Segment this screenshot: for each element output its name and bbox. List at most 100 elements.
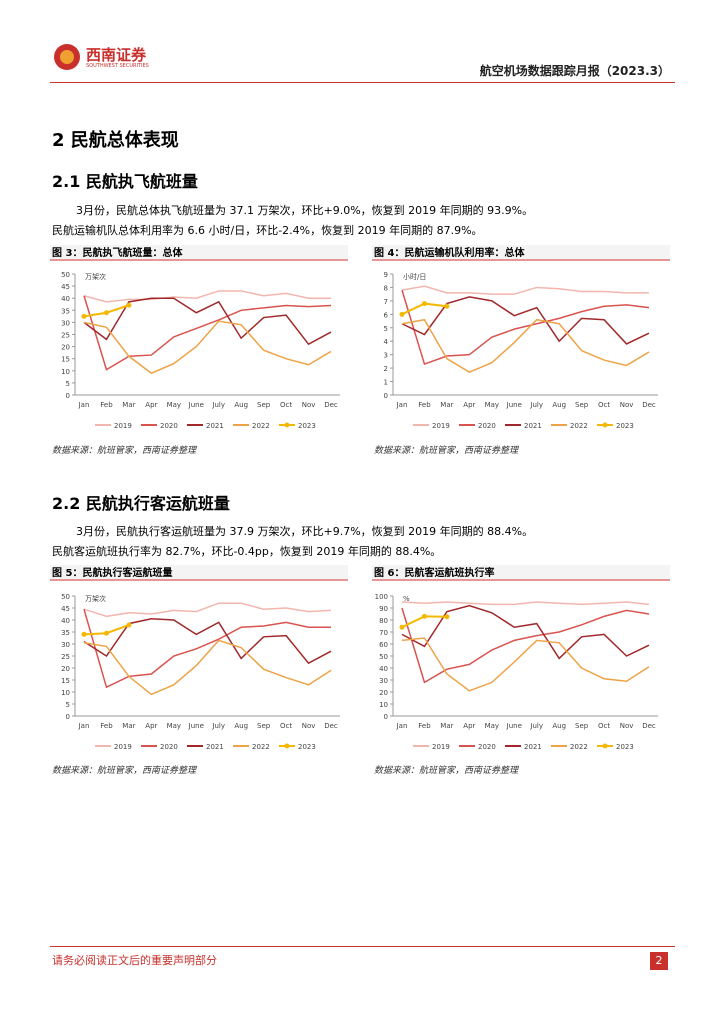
figure-title: 图 3：民航执飞航班量：总体	[52, 246, 183, 259]
y-tick-label: 6	[384, 311, 389, 319]
legend-marker	[284, 743, 290, 749]
y-tick-label: 15	[61, 677, 70, 685]
x-tick-label: July	[211, 401, 225, 409]
figure-title: 图 6：民航客运航班执行率	[374, 566, 494, 579]
y-tick-label: 20	[379, 689, 388, 697]
series-line	[401, 285, 649, 295]
legend-label: 2023	[616, 422, 634, 430]
legend-label: 2023	[298, 422, 316, 430]
x-tick-label: May	[485, 722, 499, 730]
x-tick-label: Aug	[234, 401, 248, 409]
legend-label: 2021	[524, 743, 542, 751]
source: 数据来源：航班管家，西南证券整理	[52, 446, 197, 456]
y-axis-label: 小时/日	[403, 272, 426, 281]
title-bar	[372, 245, 670, 259]
y-tick-label: 60	[379, 641, 388, 649]
y-tick-label: 5	[384, 325, 388, 333]
x-tick-label: Feb	[100, 401, 113, 409]
x-tick-label: Dec	[324, 401, 338, 409]
y-tick-label: 9	[384, 271, 388, 279]
legend-label: 2019	[432, 743, 450, 751]
paragraph: 民航客运航班执行率为 82.7%，环比-0.4pp，恢复到 2019 年同期的 …	[52, 545, 442, 558]
y-tick-label: 70	[379, 629, 388, 637]
legend-label: 2022	[252, 743, 270, 751]
x-tick-label: Dec	[324, 722, 338, 730]
legend-label: 2019	[114, 743, 132, 751]
y-tick-label: 5	[66, 701, 70, 709]
point	[103, 630, 109, 636]
y-tick-label: 0	[384, 713, 388, 721]
x-tick-label: Feb	[418, 722, 431, 730]
legend-label: 2020	[478, 743, 496, 751]
series-line	[401, 289, 650, 366]
series-line	[83, 297, 332, 346]
y-tick-label: 2	[384, 365, 388, 373]
y-tick-label: 10	[379, 701, 388, 709]
y-tick-label: 10	[61, 368, 70, 376]
x-tick-label: Nov	[620, 722, 634, 730]
y-tick-label: 50	[379, 653, 388, 661]
series-line	[401, 607, 650, 684]
figure-title: 图 5：民航执行客运航班量	[52, 566, 172, 579]
y-tick-label: 90	[379, 605, 388, 613]
x-tick-label: Apr	[145, 722, 157, 730]
legend-label: 2022	[570, 743, 588, 751]
x-tick-label: Dec	[642, 722, 656, 730]
y-tick-label: 40	[379, 665, 388, 673]
series-line	[401, 296, 650, 345]
y-tick-label: 4	[384, 338, 389, 346]
legend-label: 2023	[298, 743, 316, 751]
y-tick-label: 20	[61, 344, 70, 352]
paragraph: 3月份，民航执行客运航班量为 37.9 万架次，环比+9.7%，恢复到 2019…	[76, 525, 534, 538]
x-tick-label: Jan	[396, 401, 408, 409]
x-tick-label: Dec	[642, 401, 656, 409]
x-tick-label: Sep	[575, 401, 589, 409]
y-axis-label: %	[403, 595, 410, 603]
x-tick-label: Nov	[302, 722, 316, 730]
x-tick-label: May	[167, 401, 181, 409]
legend-label: 2023	[616, 743, 634, 751]
x-tick-label: Mar	[440, 401, 453, 409]
x-tick-label: Aug	[552, 722, 566, 730]
report-title: 航空机场数据跟踪月报（2023.3）	[479, 64, 670, 78]
point	[103, 310, 109, 316]
legend-label: 2020	[160, 422, 178, 430]
x-tick-label: Oct	[598, 401, 610, 409]
x-tick-label: Apr	[145, 401, 157, 409]
y-tick-label: 0	[384, 392, 388, 400]
series-line	[83, 290, 331, 303]
y-tick-label: 1	[384, 379, 388, 387]
point	[81, 631, 87, 637]
y-tick-label: 35	[61, 307, 70, 315]
x-tick-label: Apr	[463, 401, 475, 409]
x-tick-label: Sep	[257, 401, 271, 409]
subsection-title: 2.1 民航执飞航班量	[52, 172, 198, 191]
source: 数据来源：航班管家，西南证券整理	[374, 446, 519, 456]
legend-label: 2020	[478, 422, 496, 430]
x-tick-label: Oct	[598, 722, 610, 730]
y-tick-label: 0	[66, 392, 70, 400]
x-tick-label: Sep	[575, 722, 589, 730]
y-tick-label: 15	[61, 356, 70, 364]
point	[399, 624, 405, 630]
legend-label: 2020	[160, 743, 178, 751]
y-tick-label: 25	[61, 332, 70, 340]
x-tick-label: Jan	[78, 722, 90, 730]
x-tick-label: July	[529, 401, 543, 409]
source: 数据来源：航班管家，西南证券整理	[52, 766, 197, 776]
series-line	[83, 320, 332, 375]
legend-label: 2019	[432, 422, 450, 430]
series-line	[83, 618, 332, 665]
x-tick-label: Apr	[463, 722, 475, 730]
series-line	[83, 639, 332, 696]
title-bar	[372, 565, 670, 579]
y-tick-label: 7	[384, 298, 388, 306]
x-tick-label: Oct	[280, 722, 292, 730]
y-tick-label: 30	[61, 641, 70, 649]
legend-marker	[284, 422, 290, 428]
logo-icon	[54, 44, 80, 70]
y-axis-label: 万架次	[85, 594, 106, 603]
x-tick-label: Mar	[122, 401, 135, 409]
y-tick-label: 20	[61, 665, 70, 673]
point	[421, 613, 427, 619]
